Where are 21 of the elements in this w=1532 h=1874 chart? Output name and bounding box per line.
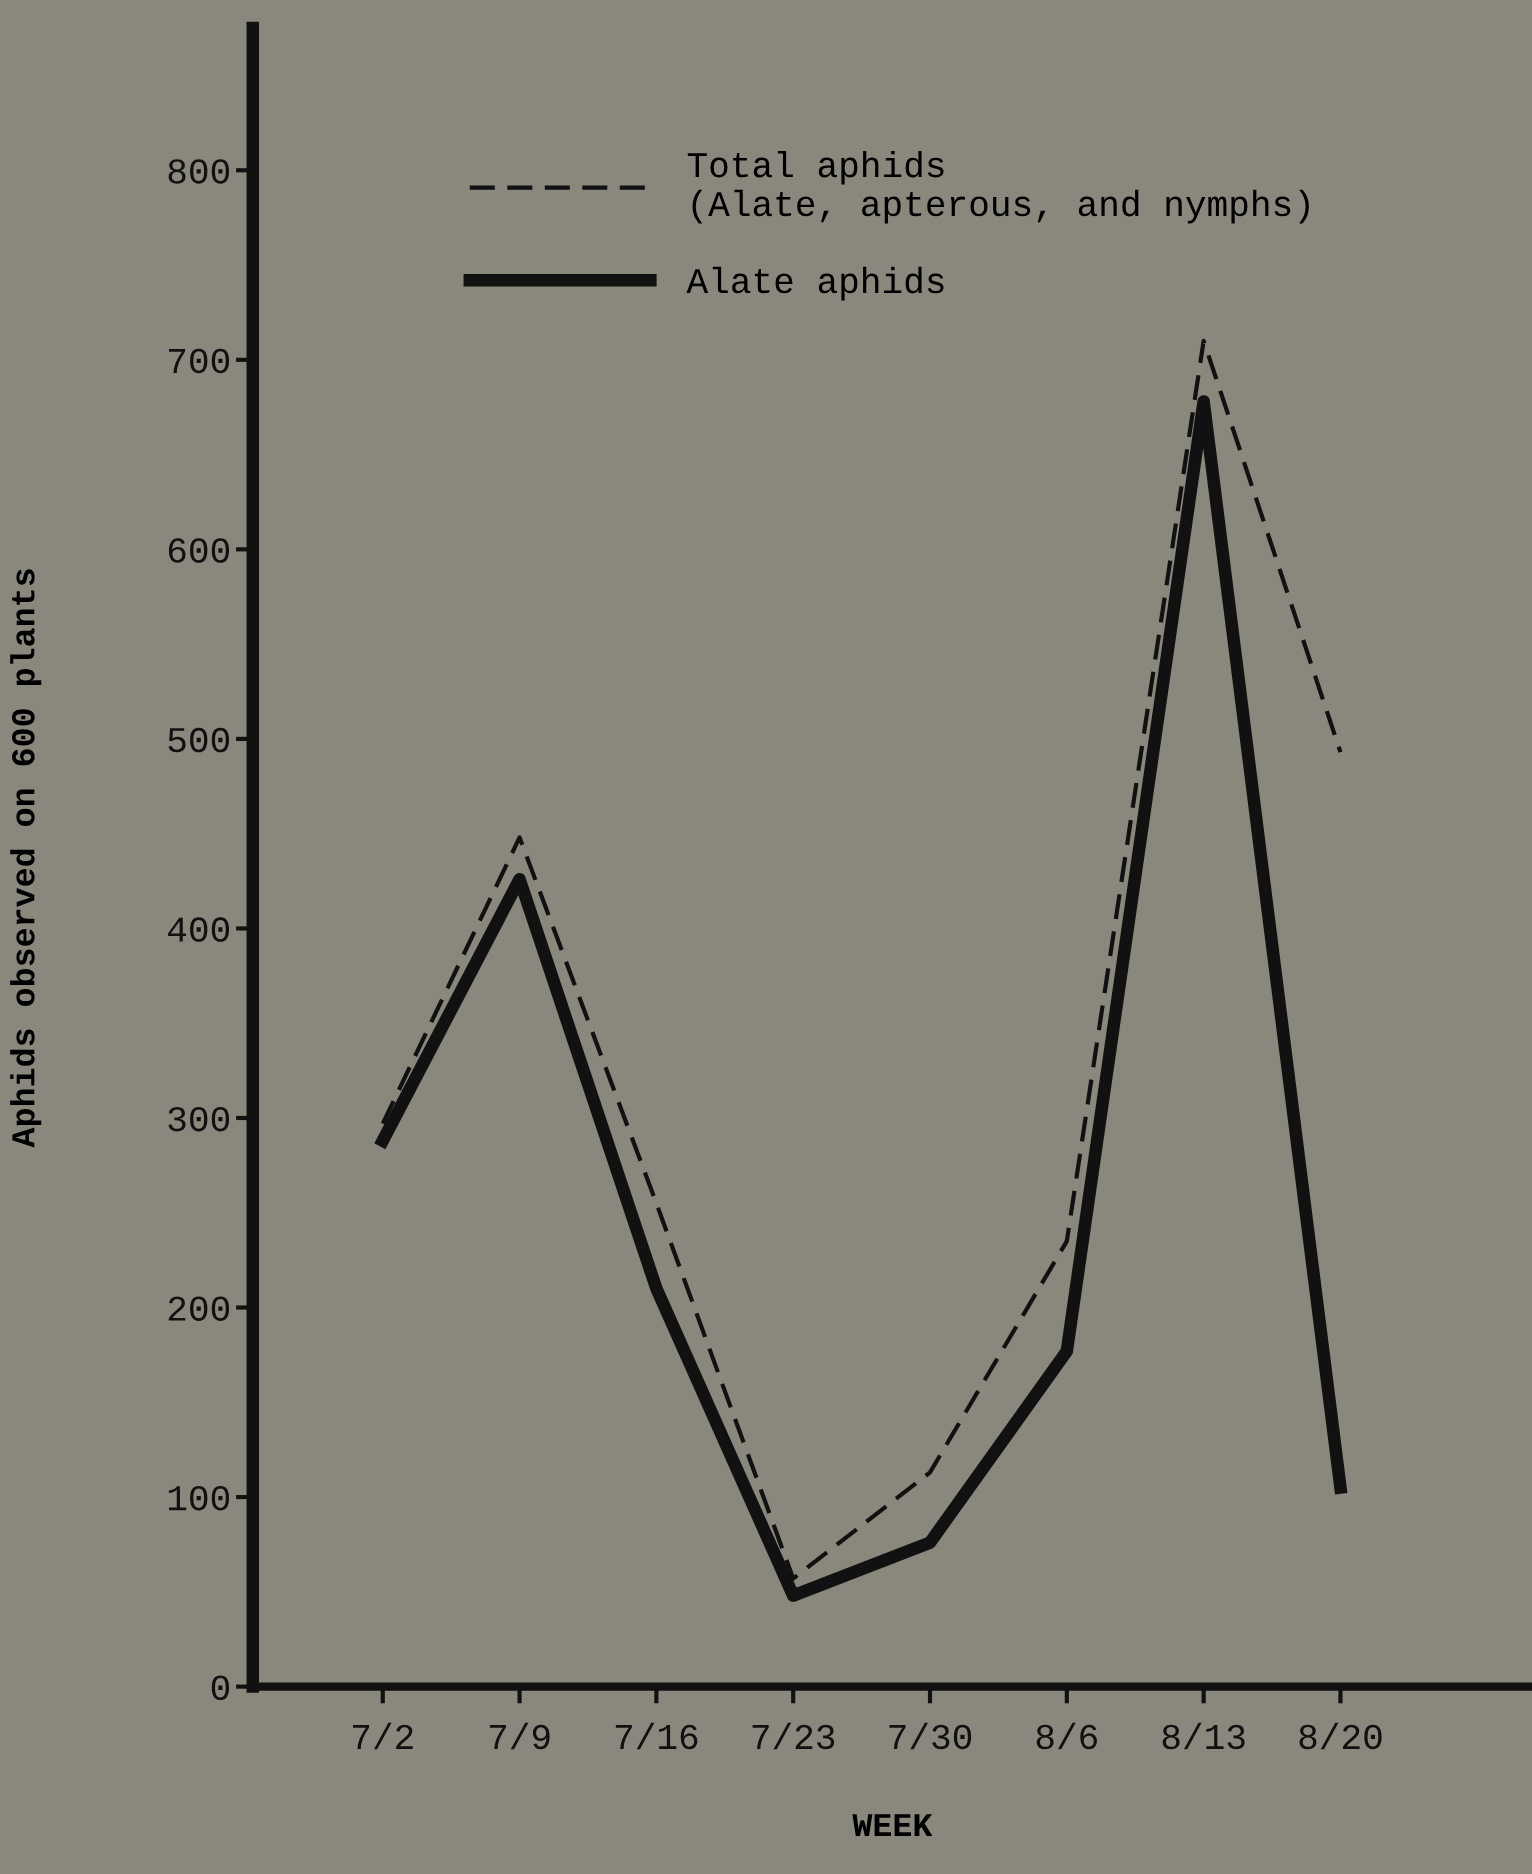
y-tick-label: 400 <box>168 917 230 942</box>
y-tick-label: 200 <box>168 1296 230 1321</box>
y-tick-label: 600 <box>168 538 230 563</box>
y-tick-label: 0 <box>211 1675 230 1701</box>
y-tick-label: 300 <box>168 1106 230 1132</box>
legend-label: Total aphids (Alate, apterous, and nymphs) <box>687 150 1309 224</box>
x-tick-label: 7/16 <box>615 1722 698 1750</box>
x-tick-label: 8/13 <box>1162 1722 1245 1750</box>
y-tick-label: 100 <box>168 1485 230 1511</box>
y-tick-label: 800 <box>168 159 230 184</box>
legend-label: Alate aphids <box>686 266 944 301</box>
y-tick-label: 500 <box>168 727 230 753</box>
y-tick-label: 700 <box>169 348 230 374</box>
x-tick-label: 7/23 <box>752 1722 835 1750</box>
x-tick-label: 7/2 <box>353 1722 413 1750</box>
x-axis-title: WEEK <box>852 1814 933 1837</box>
x-tick-label: 8/20 <box>1299 1722 1382 1750</box>
y-axis-title: Aphids observed on 600 plants <box>10 569 42 1148</box>
x-tick-label: 7/9 <box>489 1722 550 1750</box>
x-tick-label: 7/30 <box>889 1722 972 1750</box>
x-tick-label: 8/6 <box>1036 1722 1097 1750</box>
